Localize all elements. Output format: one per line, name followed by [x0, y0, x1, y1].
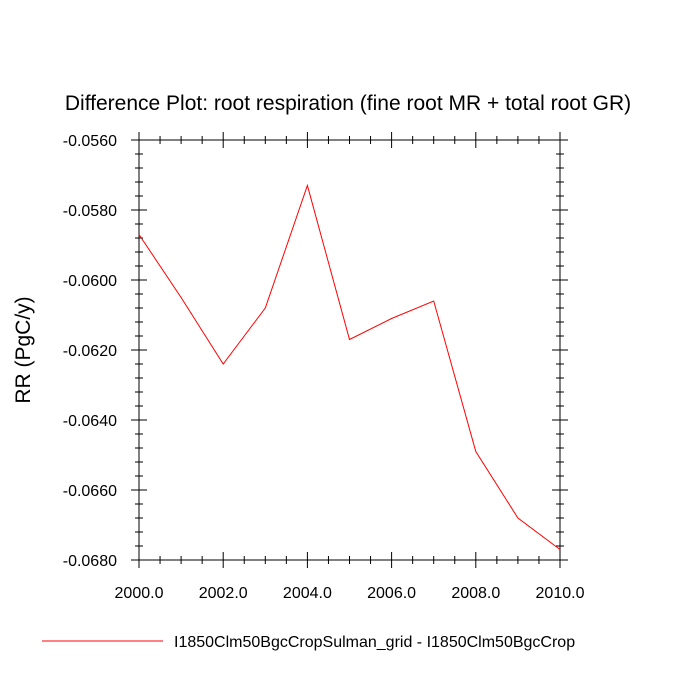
legend-label: I1850Clm50BgcCropSulman_grid - I1850Clm5… — [174, 634, 575, 651]
y-tick-label: -0.0660 — [63, 483, 117, 500]
x-tick-label: 2000.0 — [115, 585, 164, 602]
y-axis-label: RR (PgC/y) — [12, 296, 35, 403]
x-tick-label: 2008.0 — [451, 585, 500, 602]
plot-frame — [138, 139, 561, 561]
y-tick-label: -0.0580 — [63, 203, 117, 220]
y-tick-label: -0.0600 — [63, 273, 117, 290]
y-tick-label: -0.0640 — [63, 413, 117, 430]
y-tick-label: -0.0680 — [63, 553, 117, 570]
x-tick-label: 2002.0 — [199, 585, 248, 602]
chart-title: Difference Plot: root respiration (fine … — [65, 92, 631, 115]
x-tick-label: 2004.0 — [283, 585, 332, 602]
series-layer — [138, 183, 561, 550]
axis-tick-labels: 2000.0 2002.0 2004.0 2006.0 2008.0 2010.0 -0.0… — [63, 133, 585, 602]
axis-ticks — [131, 132, 568, 568]
x-tick-label: 2006.0 — [367, 585, 416, 602]
x-tick-label: 2010.0 — [536, 585, 585, 602]
series-line — [138, 183, 561, 550]
y-tick-label: -0.0620 — [63, 343, 117, 360]
legend: I1850Clm50BgcCropSulman_grid - I1850Clm5… — [42, 634, 575, 651]
y-tick-label: -0.0560 — [63, 133, 117, 150]
